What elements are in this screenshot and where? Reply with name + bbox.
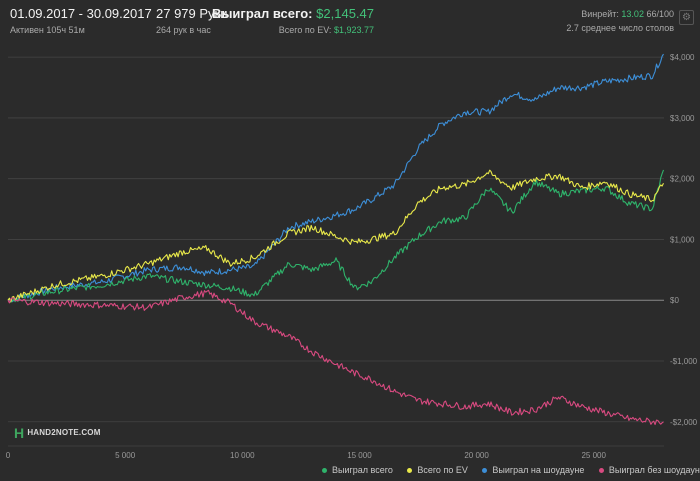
legend-label-ev: Всего по EV: [417, 465, 468, 475]
y-tick-label: $4,000: [670, 53, 695, 62]
y-tick-label: $0: [670, 296, 679, 305]
ev-value: $1,923.77: [333, 25, 374, 35]
chart-legend: Выиграл всего Всего по EV Выиграл на шоу…: [322, 465, 700, 475]
ev-label: Всего по EV:: [278, 25, 332, 35]
y-tick-label: -$2,000: [670, 418, 698, 427]
avg-tables-label: 2.7 среднее число столов: [566, 23, 674, 33]
period-block: 01.09.2017 - 30.09.2017 Активен 105ч 51м: [10, 6, 152, 35]
legend-marker-showdown: [482, 468, 488, 474]
y-tick-label: -$1,000: [670, 357, 698, 366]
hand2note-logo-icon: H: [14, 425, 25, 441]
legend-item-nonshowdown[interactable]: Выиграл без шоудауна: [598, 465, 700, 475]
winrate-suffix: 66/100: [646, 9, 674, 19]
x-tick-label: 0: [6, 451, 11, 460]
series-line-2: [7, 53, 664, 303]
x-tick-label: 5 000: [115, 451, 136, 460]
legend-item-showdown[interactable]: Выиграл на шоудауне: [482, 465, 584, 475]
winrate-label: Винрейт:: [581, 9, 619, 19]
legend-label-showdown: Выиграл на шоудауне: [492, 465, 585, 475]
x-tick-label: 15 000: [347, 451, 372, 460]
won-total-value: $2,145.47: [316, 6, 374, 21]
legend-marker-won: [322, 468, 327, 474]
legend-item-won[interactable]: Выиграл всего: [322, 465, 393, 475]
x-tick-label: 25 000: [581, 451, 606, 460]
legend-marker-ev: [407, 468, 413, 474]
legend-label-nonshowdown: Выиграл без шоудауна: [608, 465, 700, 475]
hands-block: 27 979 Руки 264 рук в час: [156, 6, 228, 35]
y-tick-label: $3,000: [670, 114, 695, 123]
winnings-block: Выиграл всего: $2,145.47 Всего по EV: $1…: [212, 6, 374, 35]
gear-icon[interactable]: ⚙: [679, 10, 694, 25]
series-line-1: [7, 169, 664, 303]
period-label: 01.09.2017 - 30.09.2017: [10, 6, 152, 21]
hands-per-hour: 264 рук в час: [156, 25, 211, 35]
won-total-label: Выиграл всего:: [211, 6, 313, 21]
x-tick-label: 20 000: [464, 451, 489, 460]
hands-count: 27 979 Руки: [156, 6, 228, 21]
legend-marker-nonshowdown: [598, 468, 604, 474]
series-line-0: [7, 169, 665, 303]
winrate-block: Винрейт: 13.02 66/100 2.7 среднее число …: [566, 6, 674, 33]
hand2note-logo: H HAND2NOTE.COM: [14, 425, 101, 441]
series-line-3: [7, 289, 664, 426]
x-tick-label: 10 000: [230, 451, 255, 460]
y-tick-label: $2,000: [670, 175, 695, 184]
y-tick-label: $1,000: [670, 235, 695, 244]
logo-text: HAND2NOTE.COM: [27, 428, 101, 438]
legend-item-ev[interactable]: Всего по EV: [407, 465, 468, 475]
active-time-label: Активен 105ч 51м: [10, 25, 85, 35]
legend-label-won: Выиграл всего: [332, 465, 393, 475]
winrate-value: 13.02: [621, 9, 644, 19]
